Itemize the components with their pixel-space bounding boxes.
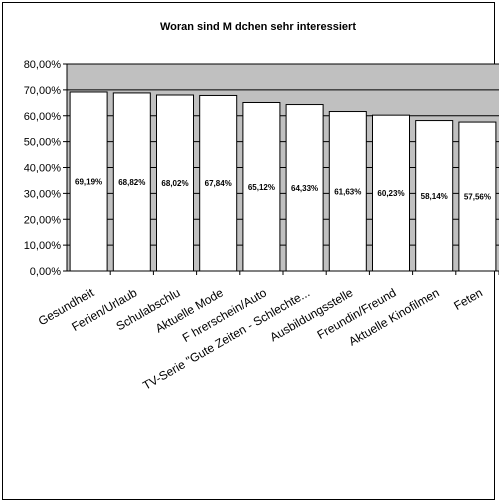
data-label: 61,63% — [334, 187, 361, 196]
y-tick-label: 70,00% — [24, 85, 62, 97]
bar — [372, 114, 410, 272]
data-label: 64,33% — [291, 184, 318, 193]
bar — [156, 94, 194, 272]
bar — [112, 92, 151, 272]
bar — [285, 104, 324, 272]
bar — [328, 111, 367, 272]
bar — [69, 91, 108, 272]
data-label: 58,14% — [421, 192, 448, 201]
data-label: 60,23% — [377, 189, 404, 198]
y-tick-label: 30,00% — [24, 188, 62, 200]
category-label: Feten — [451, 285, 485, 312]
data-label: 68,02% — [161, 179, 188, 188]
bar — [199, 94, 238, 272]
data-label: 57,56% — [464, 193, 491, 202]
chart-title: Woran sind M dchen sehr interessiert — [160, 21, 356, 33]
data-label: 65,12% — [248, 183, 275, 192]
y-tick-label: 40,00% — [24, 163, 62, 175]
plot-area: 0,00% 10,00% 20,00% 30,00% 40,00% 50,00% 60,00… — [24, 59, 499, 393]
y-tick-label: 80,00% — [24, 59, 62, 71]
bar — [415, 120, 454, 272]
bar — [458, 121, 497, 272]
y-tick-label: 60,00% — [24, 111, 62, 123]
y-tick-label: 10,00% — [24, 240, 62, 252]
data-label: 69,19% — [75, 177, 102, 186]
data-label: 67,84% — [205, 179, 232, 188]
y-tick-label: 0,00% — [30, 266, 61, 278]
y-tick-label: 50,00% — [24, 137, 62, 149]
bar — [242, 102, 281, 272]
y-tick-label: 20,00% — [24, 214, 62, 226]
data-label: 68,82% — [118, 178, 145, 187]
